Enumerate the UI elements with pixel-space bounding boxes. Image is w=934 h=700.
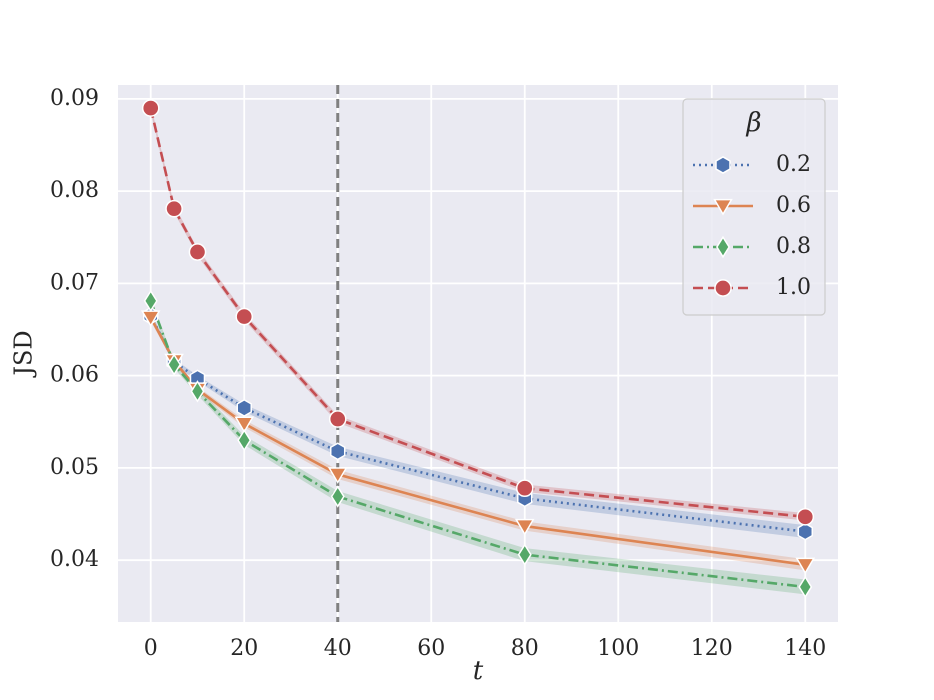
x-tick-label: 60 <box>417 636 445 661</box>
y-tick-label: 0.05 <box>50 455 99 480</box>
data-point <box>797 522 814 541</box>
x-tick-label: 120 <box>691 636 733 661</box>
y-tick-label: 0.07 <box>50 270 99 295</box>
y-tick-label: 0.06 <box>50 363 99 388</box>
x-tick-label: 20 <box>230 636 258 661</box>
legend: β 0.2 0.6 0.8 1.0 <box>682 98 826 316</box>
data-point <box>514 518 535 536</box>
y-tick-labels: 0.04 0.05 0.06 0.07 0.08 0.09 <box>50 86 99 572</box>
legend-title: β <box>745 108 761 138</box>
data-point <box>515 479 534 498</box>
y-tick-label: 0.08 <box>50 178 99 203</box>
data-point <box>796 507 815 526</box>
data-point <box>328 410 347 428</box>
legend-label: 1.0 <box>776 275 811 300</box>
series-band-0.6 <box>150 313 806 571</box>
legend-box <box>682 98 826 316</box>
series-band-0.8 <box>150 297 806 595</box>
x-tick-labels: 0 20 40 60 80 100 120 140 <box>144 636 827 661</box>
data-point <box>141 99 160 117</box>
legend-entries: 0.2 0.6 0.8 1.0 <box>693 152 811 300</box>
x-tick-label: 40 <box>324 636 352 661</box>
data-point <box>798 575 813 599</box>
legend-marker-0.8 <box>715 235 731 259</box>
y-tick-label: 0.04 <box>50 547 99 572</box>
data-point <box>188 243 207 261</box>
x-axis-label: t <box>473 656 484 686</box>
data-point <box>235 307 254 326</box>
data-point <box>167 353 182 376</box>
legend-label: 0.6 <box>776 193 811 218</box>
legend-label: 0.2 <box>776 152 811 177</box>
legend-label: 0.8 <box>776 234 811 259</box>
data-point <box>236 398 252 417</box>
data-point <box>190 380 205 403</box>
data-point <box>517 543 532 566</box>
data-point <box>329 442 346 461</box>
series-band-0.2 <box>150 311 806 539</box>
data-point <box>143 289 158 313</box>
data-point <box>165 199 183 218</box>
y-axis-label: JSD <box>10 330 38 378</box>
y-tick-label: 0.09 <box>50 86 99 111</box>
x-tick-label: 80 <box>511 636 539 661</box>
confidence-bands <box>150 104 806 595</box>
data-point <box>330 485 345 508</box>
x-tick-label: 140 <box>784 636 826 661</box>
data-point <box>234 416 255 434</box>
legend-marker-0.2 <box>715 156 731 174</box>
x-tick-label: 100 <box>597 636 639 661</box>
legend-marker-1.0 <box>714 279 732 297</box>
data-point <box>795 557 816 575</box>
series-markers <box>140 99 816 599</box>
legend-marker-0.6 <box>713 198 733 216</box>
x-tick-label: 0 <box>144 636 158 661</box>
data-point <box>327 467 348 484</box>
data-point <box>237 429 252 452</box>
